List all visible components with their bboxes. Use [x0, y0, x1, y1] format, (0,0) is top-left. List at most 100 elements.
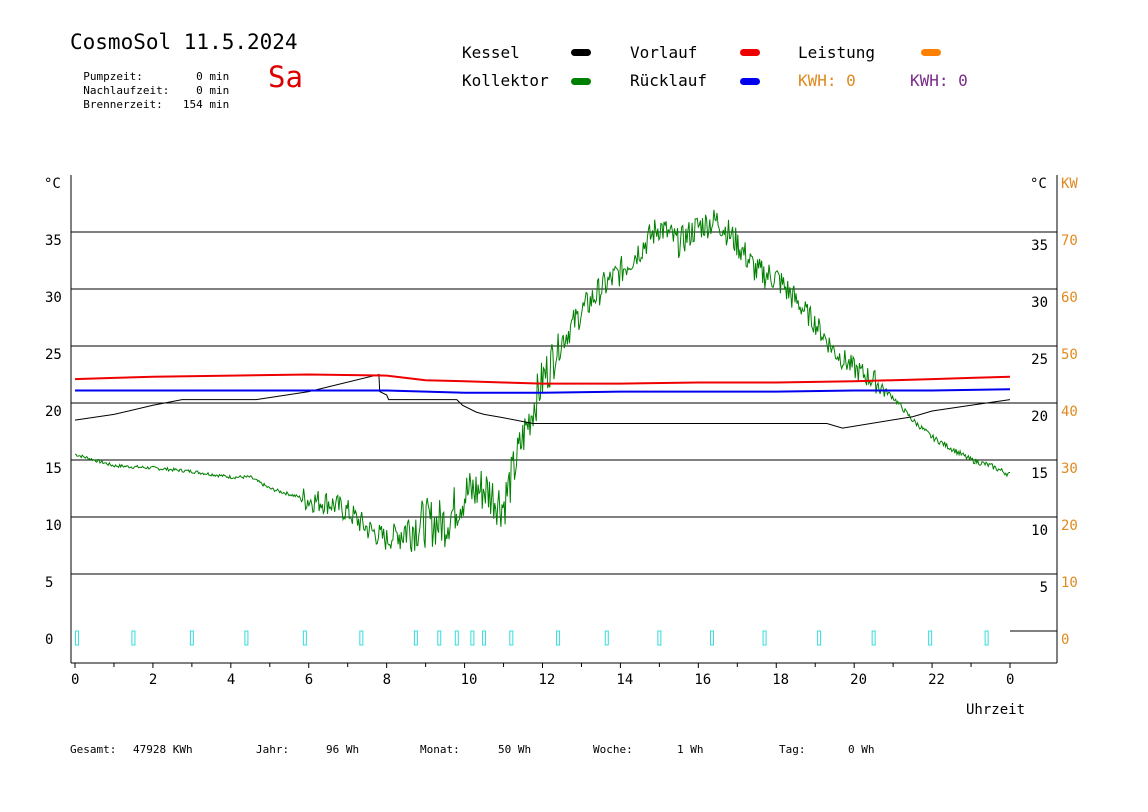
pulse-marker — [657, 630, 662, 646]
legend-ruecklauf-label: Rücklauf — [630, 71, 708, 90]
kw-tick-label: 60 — [1061, 290, 1078, 306]
kw-tick-label: 20 — [1061, 518, 1078, 534]
tag-value: 0 Wh — [848, 743, 875, 756]
y-tick-label-left: 10 — [45, 518, 62, 534]
pumpzeit-label: Pumpzeit: — [83, 70, 143, 83]
kw-tick-label: 0 — [1061, 632, 1069, 648]
x-axis-title: Uhrzeit — [966, 702, 1025, 718]
legend-leistung-swatch — [921, 49, 941, 56]
y-tick-label-left: 15 — [45, 461, 62, 477]
monat-value: 50 Wh — [498, 743, 532, 756]
y-unit-left: °C — [44, 176, 61, 192]
kw-tick-label: 50 — [1061, 347, 1078, 363]
pulse-marker — [871, 630, 876, 646]
monat-label: Monat: — [420, 743, 460, 756]
x-tick-label: 22 — [928, 672, 945, 688]
pulse-marker — [709, 630, 714, 646]
pulse-marker — [244, 630, 249, 646]
pulse-marker — [509, 630, 514, 646]
pulse-marker — [437, 630, 442, 646]
jahr-value: 96 Wh — [326, 743, 360, 756]
x-tick-label: 14 — [616, 672, 633, 688]
x-tick-label: 18 — [772, 672, 789, 688]
pulse-marker — [189, 630, 194, 646]
legend-kessel-swatch — [571, 49, 591, 56]
pulse-marker — [984, 630, 989, 646]
weekday-label: Sa — [268, 60, 303, 94]
legend-kollektor-swatch — [571, 78, 591, 85]
pulse-marker — [928, 630, 933, 646]
kw-unit: KW — [1061, 176, 1078, 192]
pulse-marker — [302, 630, 307, 646]
y-unit-right: °C — [1030, 176, 1047, 192]
y-tick-label-left: 0 — [45, 632, 53, 648]
y-tick-label-left: 5 — [45, 575, 53, 591]
x-tick-label: 10 — [461, 672, 478, 688]
pulse-marker — [454, 630, 459, 646]
kw-tick-label: 10 — [1061, 575, 1078, 591]
kw-tick-label: 70 — [1061, 233, 1078, 249]
y-tick-label-right: 20 — [1031, 409, 1048, 425]
legend-vorlauf-swatch — [740, 49, 760, 56]
x-tick-label: 0 — [1006, 672, 1014, 688]
y-tick-label-right: 10 — [1031, 523, 1048, 539]
y-tick-label-right: 5 — [1040, 580, 1048, 596]
woche-label: Woche: — [593, 743, 633, 756]
gesamt-value: 47928 KWh — [133, 743, 193, 756]
pumpzeit-value: 0 min — [196, 70, 230, 83]
pulse-marker — [762, 630, 767, 646]
jahr-label: Jahr: — [256, 743, 290, 756]
chart-title: CosmoSol 11.5.2024 — [70, 30, 298, 54]
woche-value: 1 Wh — [677, 743, 704, 756]
legend-leistung-label: Leistung — [798, 43, 876, 62]
pulse-marker — [556, 630, 561, 646]
y-tick-label-left: 20 — [45, 404, 62, 420]
x-tick-label: 0 — [71, 672, 79, 688]
pulse-marker — [817, 630, 822, 646]
y-tick-label-left: 30 — [45, 290, 62, 306]
legend-vorlauf-label: Vorlauf — [630, 43, 698, 62]
nachlaufzeit-label: Nachlaufzeit: — [83, 84, 170, 97]
grid-lines — [71, 231, 1057, 632]
pulse-marker — [470, 630, 475, 646]
y-tick-label-left: 25 — [45, 347, 62, 363]
y-tick-label-right: 15 — [1031, 466, 1048, 482]
brennerzeit-label: Brennerzeit: — [83, 98, 163, 111]
y-tick-label-left: 35 — [45, 233, 62, 249]
kw-tick-label: 40 — [1061, 404, 1078, 420]
kw-tick-label: 30 — [1061, 461, 1078, 477]
nachlaufzeit-row: Nachlaufzeit: 0 min — [70, 71, 229, 97]
tag-label: Tag: — [779, 743, 806, 756]
pulse-marker — [131, 630, 136, 646]
legend-kollektor-label: Kollektor — [462, 71, 549, 90]
x-tick-label: 4 — [227, 672, 235, 688]
series-line-vorlauf — [74, 373, 1011, 385]
series-line-kessel — [74, 373, 1011, 429]
kwh-purple-label: KWH: 0 — [910, 71, 968, 90]
x-tick-label: 2 — [149, 672, 157, 688]
nachlaufzeit-value: 0 min — [196, 84, 230, 97]
x-tick-label: 16 — [694, 672, 711, 688]
brennerzeit-row: Brennerzeit: 154 min — [70, 85, 229, 111]
pulse-marker — [74, 630, 79, 646]
legend-ruecklauf-swatch — [740, 78, 760, 85]
x-tick-label: 6 — [305, 672, 313, 688]
legend-kessel-label: Kessel — [462, 43, 520, 62]
pulse-marker — [413, 630, 418, 646]
series-line-rücklauf — [75, 388, 1011, 394]
x-tick-label: 20 — [850, 672, 867, 688]
y-tick-label-right: 30 — [1031, 295, 1048, 311]
y-tick-label-right: 25 — [1031, 352, 1048, 368]
x-tick-label: 12 — [539, 672, 556, 688]
pulse-marker — [359, 630, 364, 646]
brennerzeit-value: 154 min — [182, 98, 230, 111]
y-tick-label-right: 35 — [1031, 238, 1048, 254]
pulse-marker — [604, 630, 609, 646]
x-tick-label: 8 — [383, 672, 391, 688]
pulse-markers — [74, 630, 989, 646]
gesamt-label: Gesamt: — [70, 743, 117, 756]
pulse-marker — [482, 630, 487, 646]
pumpzeit-row: Pumpzeit: 0 min — [70, 57, 229, 83]
kwh-orange-label: KWH: 0 — [798, 71, 856, 90]
